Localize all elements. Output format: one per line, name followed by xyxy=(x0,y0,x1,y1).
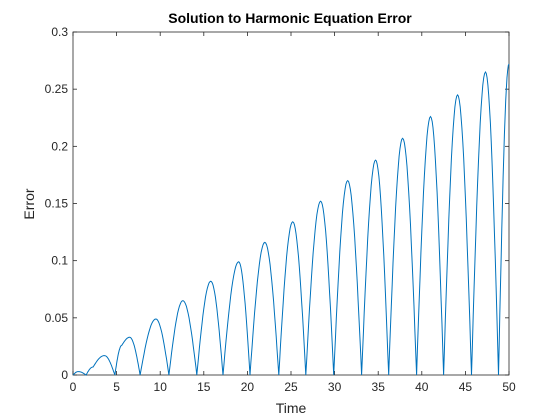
x-tick-label: 45 xyxy=(459,380,473,394)
x-tick-label: 10 xyxy=(154,380,168,394)
y-axis-ticks: 0 0.05 0.1 0.15 0.2 0.25 0.3 xyxy=(45,25,509,382)
plot-area: 0 5 10 15 20 25 30 35 40 45 50 0 0.05 0.1 0.15 0.2 0.25… xyxy=(45,25,516,394)
y-tick-label: 0.25 xyxy=(45,82,69,96)
x-tick-label: 35 xyxy=(372,380,386,394)
x-tick-label: 15 xyxy=(197,380,211,394)
error-series-line xyxy=(72,63,510,376)
x-axis-ticks: 0 5 10 15 20 25 30 35 40 45 50 xyxy=(70,32,516,394)
x-tick-label: 40 xyxy=(415,380,429,394)
y-tick-label: 0.05 xyxy=(45,311,69,325)
chart-title: Solution to Harmonic Equation Error xyxy=(168,10,412,26)
y-tick-label: 0.3 xyxy=(51,25,68,39)
x-tick-label: 50 xyxy=(502,380,516,394)
y-axis-label: Error xyxy=(21,188,37,219)
axes-box xyxy=(72,31,510,376)
x-tick-label: 30 xyxy=(328,380,342,394)
x-tick-label: 5 xyxy=(113,380,120,394)
y-tick-label: 0.1 xyxy=(51,254,68,268)
y-tick-label: 0 xyxy=(61,368,68,382)
y-tick-label: 0.2 xyxy=(51,139,68,153)
x-tick-label: 0 xyxy=(70,380,77,394)
x-axis-label: Time xyxy=(276,400,307,416)
x-tick-label: 25 xyxy=(284,380,298,394)
y-tick-label: 0.15 xyxy=(45,197,69,211)
x-tick-label: 20 xyxy=(241,380,255,394)
